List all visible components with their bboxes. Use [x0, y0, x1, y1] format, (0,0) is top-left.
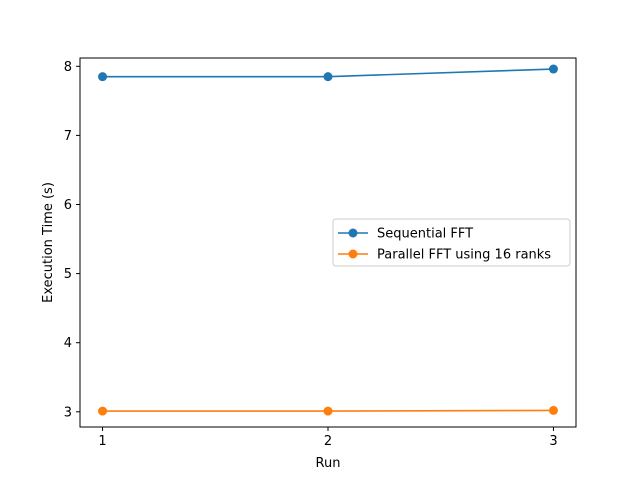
data-point — [323, 72, 333, 82]
data-point — [98, 406, 108, 416]
x-axis: 1 2 3 — [98, 427, 558, 449]
series-layer — [98, 64, 558, 416]
legend-frame — [332, 218, 571, 267]
y-axis-title: Execution Time (s) — [41, 182, 56, 303]
data-point — [98, 72, 108, 82]
x-tick-label: 3 — [549, 434, 557, 449]
y-tick-label: 3 — [64, 405, 72, 420]
data-point — [548, 405, 558, 415]
legend-marker — [348, 228, 358, 238]
legend-label: Parallel FFT using 16 ranks — [377, 248, 551, 263]
x-tick-label: 2 — [324, 434, 332, 449]
y-tick-label: 8 — [64, 60, 72, 75]
data-point — [548, 64, 558, 74]
legend: Sequential FFT Parallel FFT using 16 rank… — [332, 218, 571, 267]
legend-label: Sequential FFT — [377, 227, 473, 242]
y-tick-label: 4 — [64, 336, 72, 351]
y-tick-label: 7 — [64, 129, 72, 144]
y-tick-label: 5 — [64, 267, 72, 282]
data-point — [323, 406, 333, 416]
x-axis-title: Run — [316, 456, 341, 471]
y-axis: 3 4 5 6 7 8 — [64, 60, 80, 420]
x-tick-label: 1 — [98, 434, 106, 449]
y-tick-label: 6 — [64, 198, 72, 213]
legend-marker — [348, 249, 358, 259]
